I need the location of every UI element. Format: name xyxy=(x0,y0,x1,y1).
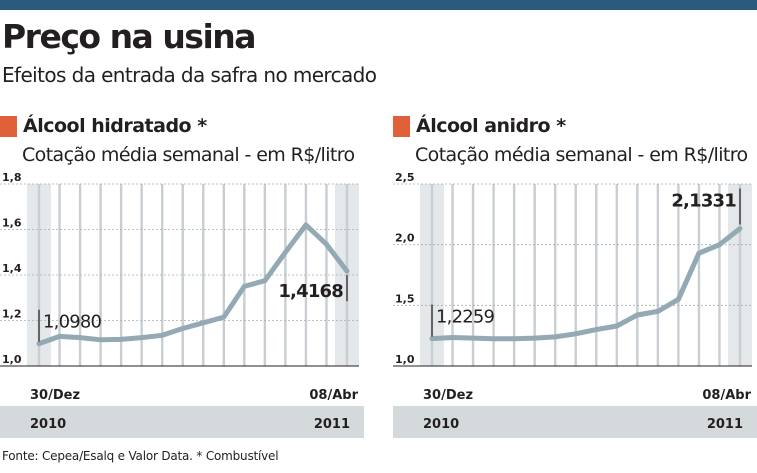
chart-svg-hidratado: 1,0 1,2 1,4 1,6 1,8 1,0980 1,4168 30/Dez 08/Abr 2… xyxy=(0,172,364,438)
y-tick-label: 1,0 xyxy=(2,353,22,366)
data-point xyxy=(717,243,721,247)
x-start-label: 30/Dez xyxy=(423,388,473,403)
last-value-label: 1,4168 xyxy=(278,281,343,302)
year-bar xyxy=(0,406,364,438)
first-value-label: 1,2259 xyxy=(436,307,495,328)
last-value-label: 2,1331 xyxy=(671,191,736,212)
x-end-label: 08/Abr xyxy=(309,388,358,403)
data-point xyxy=(697,251,701,255)
chart-svg-anidro: 1,0 1,5 2,0 2,5 1,2259 2,1331 30/Dez 08/Abr 2010… xyxy=(393,172,757,438)
data-point xyxy=(471,336,475,340)
data-point xyxy=(676,297,680,301)
chart-unit-label: Cotação média semanal - em R$/litro xyxy=(415,144,748,166)
page-subtitle: Efeitos da entrada da safra no mercado xyxy=(2,63,377,87)
y-tick-label: 1,6 xyxy=(2,217,22,230)
data-point xyxy=(533,336,537,340)
data-point xyxy=(345,269,349,273)
chart-panel-anidro: Álcool anidro * Cotação média semanal - … xyxy=(393,108,757,438)
top-bar xyxy=(0,0,757,10)
y-tick-label: 1,8 xyxy=(2,172,22,184)
data-point xyxy=(37,342,41,346)
y-tick-label: 1,5 xyxy=(395,292,415,305)
data-point xyxy=(181,326,185,330)
year-end-label: 2011 xyxy=(707,417,743,432)
data-point xyxy=(451,335,455,339)
page-title: Preço na usina xyxy=(2,17,257,56)
data-point xyxy=(263,279,267,283)
data-point xyxy=(324,242,328,246)
chart-title: Álcool hidratado * xyxy=(23,115,207,137)
data-point xyxy=(656,309,660,313)
first-value-label: 1,0980 xyxy=(43,312,102,333)
data-point xyxy=(512,337,516,341)
data-point xyxy=(283,250,287,254)
year-start-label: 2010 xyxy=(30,417,66,432)
data-point xyxy=(304,223,308,227)
y-tick-label: 2,5 xyxy=(395,172,415,184)
chart-panel-hidratado: Álcool hidratado * Cotação média semanal… xyxy=(0,108,364,438)
data-point xyxy=(492,337,496,341)
y-tick-label: 1,0 xyxy=(395,353,415,366)
y-tick-label: 1,2 xyxy=(2,308,22,321)
data-point xyxy=(553,335,557,339)
series-line xyxy=(429,226,743,342)
y-tick-label: 1,4 xyxy=(2,262,22,275)
series-line xyxy=(36,222,350,347)
data-point xyxy=(615,324,619,328)
data-point xyxy=(574,332,578,336)
chart-title: Álcool anidro * xyxy=(416,115,566,137)
data-point xyxy=(222,315,226,319)
chart-unit-label: Cotação média semanal - em R$/litro xyxy=(22,144,355,166)
data-point xyxy=(58,334,62,338)
accent-square-icon xyxy=(393,115,410,137)
data-point xyxy=(119,337,123,341)
year-start-label: 2010 xyxy=(423,417,459,432)
data-point xyxy=(140,336,144,340)
source-footer: Fonte: Cepea/Esalq e Valor Data. * Combu… xyxy=(2,449,279,463)
x-end-label: 08/Abr xyxy=(702,388,751,403)
data-point xyxy=(430,337,434,341)
y-tick-label: 2,0 xyxy=(395,232,415,245)
data-point xyxy=(738,227,742,231)
data-point xyxy=(242,284,246,288)
year-bar xyxy=(393,406,757,438)
data-point xyxy=(635,313,639,317)
data-point xyxy=(99,338,103,342)
x-start-label: 30/Dez xyxy=(30,388,80,403)
year-end-label: 2011 xyxy=(314,417,350,432)
data-point xyxy=(160,333,164,337)
data-point xyxy=(594,328,598,332)
data-point xyxy=(201,321,205,325)
accent-square-icon xyxy=(0,115,17,137)
data-point xyxy=(78,336,82,340)
